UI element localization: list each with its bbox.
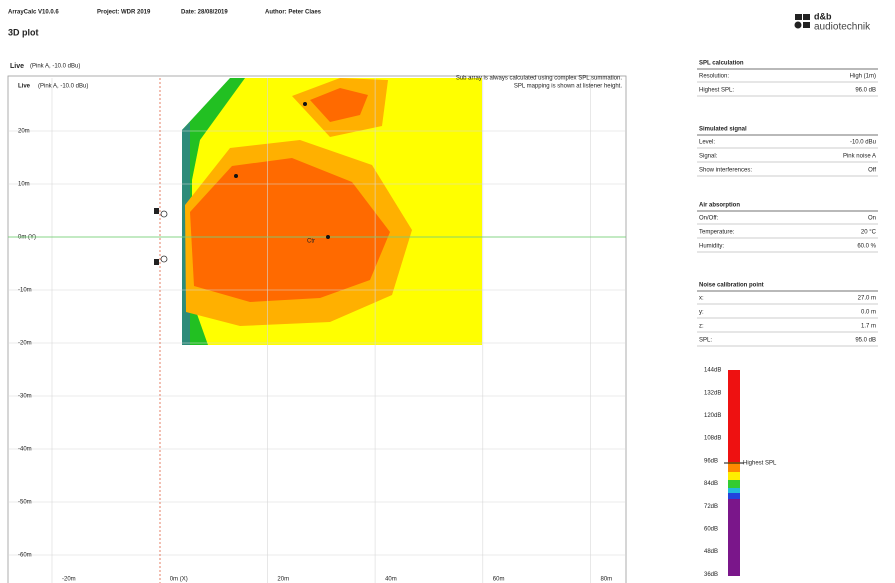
row-value: 27.0 m [858, 296, 876, 302]
row-value: 60.0 % [857, 244, 876, 250]
row-value: High (1m) [850, 74, 876, 80]
y-label: -40m [18, 447, 32, 453]
row-value: 0.0 m [861, 310, 876, 316]
heatmap [182, 78, 482, 345]
scale-label: 144dB [704, 368, 721, 374]
row-value: 20 °C [861, 230, 877, 236]
row-key: Temperature: [699, 230, 735, 236]
x-label: -20m [62, 577, 76, 583]
y-label: -50m [18, 500, 32, 506]
x-label: 40m [385, 577, 397, 583]
inner-subtitle: (Pink A, -10.0 dBu) [38, 84, 88, 90]
inner-title: Live [18, 84, 31, 90]
row-key: y: [699, 310, 704, 316]
y-label: -20m [18, 341, 32, 347]
row-key: x: [699, 296, 704, 302]
y-label: -10m [18, 288, 32, 294]
scale-label: 84dB [704, 481, 718, 487]
plot-note: SPL mapping is shown at listener height. [514, 84, 623, 90]
row-value: 96.0 dB [855, 88, 876, 94]
section-title: SPL calculation [699, 61, 744, 67]
logo-brand: d&b [814, 11, 832, 21]
markers [154, 102, 330, 265]
row-value: -10.0 dBu [850, 140, 876, 146]
scale-label: 60dB [704, 526, 718, 532]
row-key: z: [699, 324, 704, 330]
row-key: Resolution: [699, 74, 729, 80]
scale-label: 120dB [704, 413, 721, 419]
row-key: Highest SPL: [699, 88, 734, 94]
row-key: Humidity: [699, 244, 724, 250]
section-title: Air absorption [699, 203, 740, 209]
y-label: -30m [18, 394, 32, 400]
row-value: On [868, 216, 876, 222]
scale-label: 132dB [704, 390, 721, 396]
color-bar [724, 370, 744, 576]
row-value: 1.7 m [861, 324, 876, 330]
plot-frame [7, 75, 627, 583]
project: Project: WDR 2019 [97, 10, 151, 16]
scale-marker: Highest SPL [743, 461, 777, 467]
scale-label: 108dB [704, 436, 721, 442]
app-name: ArrayCalc V10.0.6 [8, 10, 59, 16]
row-key: Level: [699, 140, 715, 146]
author: Author: Peter Claes [265, 10, 322, 16]
plot-title: Live [10, 63, 24, 70]
row-key: Signal: [699, 154, 718, 160]
section-title: Noise calibration point [699, 283, 764, 289]
x-label: 80m [601, 577, 613, 583]
y-label: -60m [18, 553, 32, 559]
scale-label: 72dB [704, 504, 718, 510]
x-label: 0m (X) [170, 577, 188, 583]
y-label: 10m [18, 182, 30, 188]
date: Date: 28/08/2019 [181, 10, 228, 16]
plot-note: Sub array is always calculated using com… [456, 76, 623, 82]
y-label: 0m (Y) [18, 235, 36, 241]
row-key: On/Off: [699, 216, 719, 222]
logo: d&b audiotechnik [794, 11, 871, 33]
side-panel: SPL calculation Resolution: High (1m) Highe… [697, 61, 878, 578]
page-title: 3D plot [8, 27, 39, 37]
section-title: Simulated signal [699, 127, 747, 133]
point-label: Ctr [307, 239, 315, 245]
row-value: Pink noise A [843, 154, 876, 160]
logo-sub: audiotechnik [814, 22, 871, 33]
grid: 20m 10m 0m (Y) -10m -20m -30m -40m -50m -60m -20m… [8, 78, 626, 583]
x-label: 60m [493, 577, 505, 583]
row-value: 95.0 dB [855, 338, 876, 344]
y-label: 20m [18, 129, 30, 135]
x-label: 20m [277, 577, 289, 583]
row-key: Show interferences: [699, 168, 752, 174]
scale-label: 36dB [704, 572, 718, 578]
scale-label: 96dB [704, 458, 718, 464]
plot-subtitle: (Pink A, -10.0 dBu) [30, 64, 80, 70]
row-value: Off [868, 168, 876, 174]
scale-label: 48dB [704, 549, 718, 555]
row-key: SPL: [699, 338, 712, 344]
